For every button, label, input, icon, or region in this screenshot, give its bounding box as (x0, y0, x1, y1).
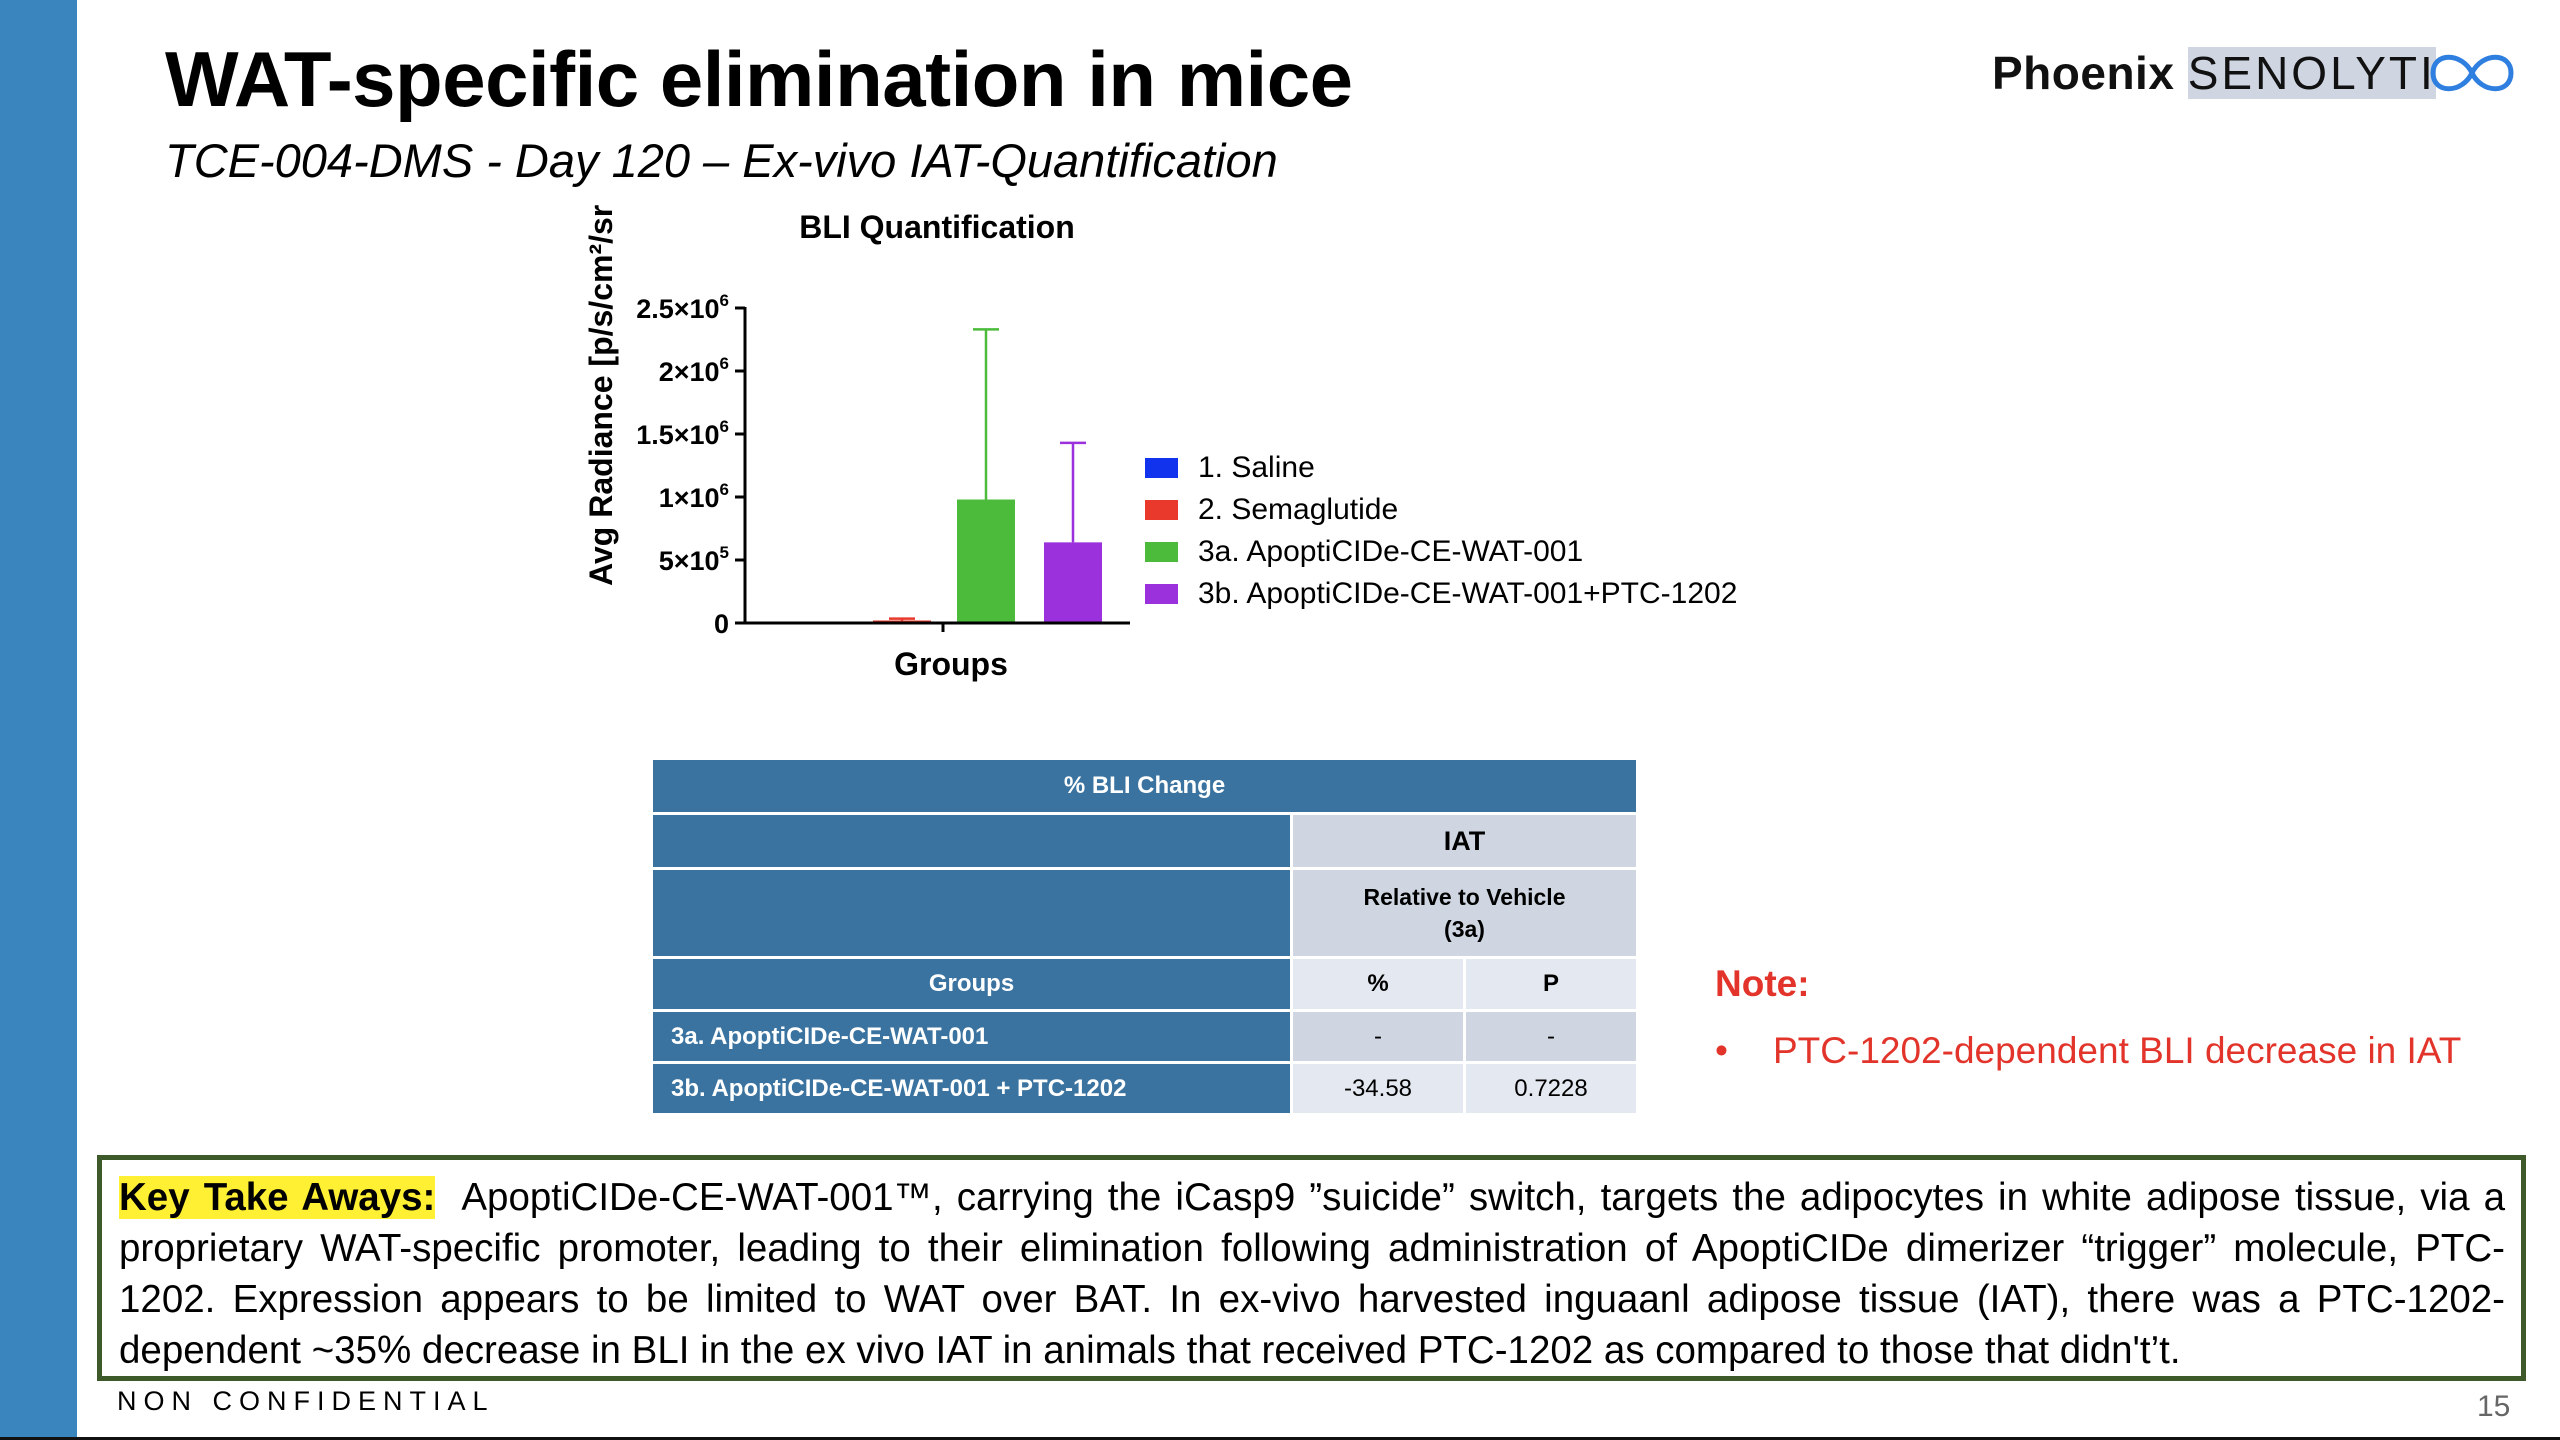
legend-item-3b: 3b. ApoptiCIDe-CE-WAT-001+PTC-1202 (1145, 573, 1737, 615)
legend-item-3a: 3a. ApoptiCIDe-CE-WAT-001 (1145, 531, 1737, 573)
table-col-sub: Relative to Vehicle (3a) (1293, 870, 1636, 956)
table-row: 3b. ApoptiCIDe-CE-WAT-001 + PTC-1202 -34… (653, 1064, 1636, 1113)
table-p-header: P (1466, 959, 1636, 1009)
y-tick-base: 0 (714, 609, 729, 639)
side-accent-bar (0, 0, 77, 1440)
legend-swatch (1145, 542, 1178, 562)
table-header-blank (653, 870, 1290, 956)
table-row-group: 3a. ApoptiCIDe-CE-WAT-001 (653, 1012, 1290, 1061)
chart-x-axis-label: Groups (894, 646, 1008, 682)
y-tick-base: 1×10 (659, 483, 720, 513)
y-tick-exponent: 6 (720, 480, 729, 499)
bar-4 (1044, 542, 1102, 623)
note-item-text: PTC-1202-dependent BLI decrease in IAT (1773, 1030, 2462, 1071)
key-takeaways-label: Key Take Aways: (119, 1176, 436, 1219)
table-col-sub-line1: Relative to Vehicle (1363, 884, 1566, 910)
table-row-pct: - (1293, 1012, 1463, 1061)
logo-text-bold: Phoenix (1992, 47, 2175, 99)
table-row-p: - (1466, 1012, 1636, 1061)
table-row-pct: -34.58 (1293, 1064, 1463, 1113)
bars (828, 328, 1102, 623)
legend-label: 3a. ApoptiCIDe-CE-WAT-001 (1198, 535, 1584, 568)
table-title: % BLI Change (653, 760, 1636, 812)
bottom-rule (0, 1437, 2560, 1440)
note-title: Note: (1715, 963, 1810, 1004)
y-tick-base: 5×10 (659, 546, 720, 576)
table-header-blank (653, 815, 1290, 867)
table-col-group: IAT (1293, 815, 1636, 867)
bli-change-table: % BLI Change IAT Relative to Vehicle (3a… (650, 757, 1639, 1116)
chart-y-axis-label: Avg Radiance [p/s/cm²/sr] (583, 205, 619, 586)
y-tick-label: 1×106 (659, 480, 729, 513)
table-row-p: 0.7228 (1466, 1064, 1636, 1113)
key-takeaways-box: Key Take Aways: ApoptiCIDe-CE-WAT-001™, … (97, 1155, 2526, 1381)
footer-confidentiality: NON CONFIDENTIAL (117, 1386, 495, 1416)
bullet-icon: • (1715, 1030, 1728, 1071)
y-tick-label: 2×106 (659, 354, 729, 387)
legend-item-saline: 1. Saline (1145, 447, 1737, 489)
legend-label: 3b. ApoptiCIDe-CE-WAT-001+PTC-1202 (1198, 577, 1738, 610)
table-pct-header: % (1293, 959, 1463, 1009)
logo-text-light: SENOLYTI (2187, 47, 2436, 99)
y-tick-label: 0 (714, 609, 729, 639)
legend-item-semaglutide: 2. Semaglutide (1145, 489, 1737, 531)
y-tick-exponent: 6 (720, 354, 729, 373)
table-col-sub-line2: (3a) (1444, 916, 1485, 942)
chart-legend: 1. Saline 2. Semaglutide 3a. ApoptiCIDe-… (1145, 447, 1737, 615)
legend-swatch (1145, 458, 1178, 478)
y-tick-base: 1.5×10 (636, 420, 719, 450)
slide-title: WAT-specific elimination in mice (165, 35, 1353, 123)
y-tick-exponent: 6 (720, 417, 729, 436)
y-tick-label: 5×105 (659, 543, 729, 576)
y-tick-exponent: 6 (720, 291, 729, 310)
table-row: 3a. ApoptiCIDe-CE-WAT-001 - - (653, 1012, 1636, 1061)
y-tick-label: 2.5×106 (636, 291, 729, 324)
bar-3 (957, 499, 1015, 623)
y-tick-exponent: 5 (720, 543, 729, 562)
y-tick-label: 1.5×106 (636, 417, 729, 450)
legend-label: 1. Saline (1198, 451, 1315, 484)
bli-bar-chart: BLI Quantification Avg Radiance [p/s/cm²… (583, 205, 1130, 682)
table-groups-header: Groups (653, 959, 1290, 1009)
infinity-loop-icon (2430, 54, 2514, 92)
note-item: • PTC-1202-dependent BLI decrease in IAT (1715, 1030, 2461, 1072)
slide-subtitle: TCE-004-DMS - Day 120 – Ex-vivo IAT-Quan… (165, 134, 1278, 187)
company-logo: Phoenix SENOLYTI (1992, 40, 2522, 106)
page-number: 15 (2477, 1390, 2511, 1423)
chart-title: BLI Quantification (799, 209, 1075, 245)
legend-swatch (1145, 500, 1178, 520)
y-tick-base: 2×10 (659, 357, 720, 387)
legend-label: 2. Semaglutide (1198, 493, 1399, 526)
key-takeaways-text: ApoptiCIDe-CE-WAT-001™, carrying the iCa… (119, 1176, 2505, 1372)
table-row-group: 3b. ApoptiCIDe-CE-WAT-001 + PTC-1202 (653, 1064, 1290, 1113)
legend-swatch (1145, 584, 1178, 604)
y-tick-base: 2.5×10 (636, 294, 719, 324)
